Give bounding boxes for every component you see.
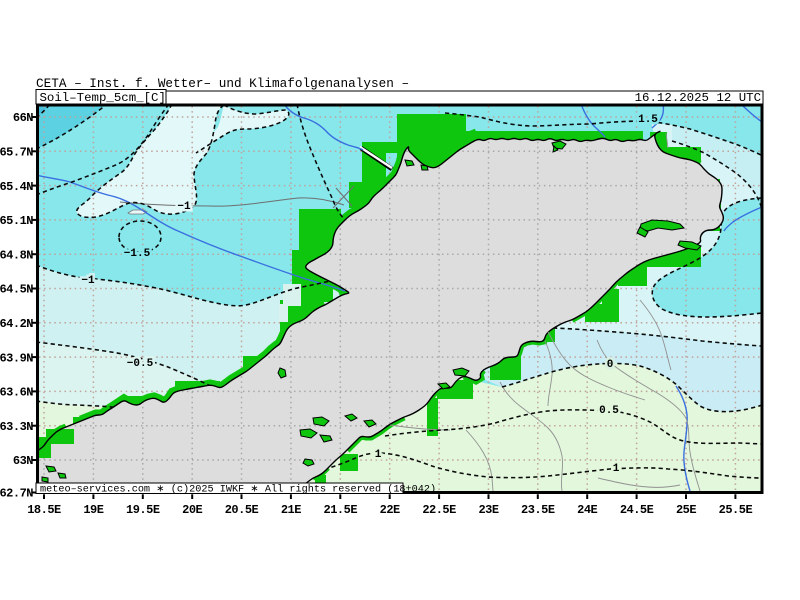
svg-text:22E: 22E — [380, 503, 400, 517]
svg-text:24.5E: 24.5E — [620, 503, 654, 517]
svg-text:1: 1 — [613, 463, 620, 475]
svg-text:23E: 23E — [478, 503, 498, 517]
svg-text:CETA – Inst. f. Wetter– und Kl: CETA – Inst. f. Wetter– und Klimafolgena… — [36, 76, 409, 91]
svg-text:meteo–services.com ∗ (c)2025 I: meteo–services.com ∗ (c)2025 IWKF ∗ All … — [40, 484, 436, 496]
svg-text:63.6N: 63.6N — [0, 386, 33, 400]
svg-text:65.4N: 65.4N — [0, 180, 33, 194]
svg-text:64.8N: 64.8N — [0, 248, 33, 262]
svg-text:1.5: 1.5 — [638, 114, 658, 126]
svg-text:66N: 66N — [13, 111, 33, 125]
svg-text:65.7N: 65.7N — [0, 146, 33, 160]
svg-text:20.5E: 20.5E — [225, 503, 259, 517]
svg-text:−1: −1 — [81, 275, 95, 287]
svg-text:23.5E: 23.5E — [521, 503, 555, 517]
svg-text:18.5E: 18.5E — [27, 503, 61, 517]
svg-text:24E: 24E — [577, 503, 597, 517]
svg-text:Soil–Temp_5cm_[C]: Soil–Temp_5cm_[C] — [40, 91, 166, 105]
svg-text:0: 0 — [607, 359, 614, 371]
svg-text:1: 1 — [375, 449, 382, 461]
svg-text:19.5E: 19.5E — [126, 503, 160, 517]
svg-text:16.12.2025 12 UTC: 16.12.2025 12 UTC — [635, 91, 761, 105]
svg-text:22.5E: 22.5E — [422, 503, 456, 517]
svg-text:−1.5: −1.5 — [124, 248, 151, 260]
svg-text:64.2N: 64.2N — [0, 317, 33, 331]
svg-text:−0.5: −0.5 — [127, 358, 154, 370]
svg-text:19E: 19E — [83, 503, 103, 517]
svg-text:21.5E: 21.5E — [324, 503, 358, 517]
svg-text:25.5E: 25.5E — [719, 503, 753, 517]
svg-text:63.9N: 63.9N — [0, 351, 33, 365]
svg-text:0.5: 0.5 — [599, 405, 619, 417]
svg-text:62.7N: 62.7N — [0, 487, 33, 501]
svg-text:65.1N: 65.1N — [0, 214, 33, 228]
svg-text:−1: −1 — [177, 201, 191, 213]
svg-text:20E: 20E — [182, 503, 202, 517]
svg-text:63N: 63N — [13, 454, 33, 468]
svg-text:64.5N: 64.5N — [0, 283, 33, 297]
svg-text:63.3N: 63.3N — [0, 420, 33, 434]
svg-text:25E: 25E — [676, 503, 696, 517]
svg-text:21E: 21E — [281, 503, 301, 517]
